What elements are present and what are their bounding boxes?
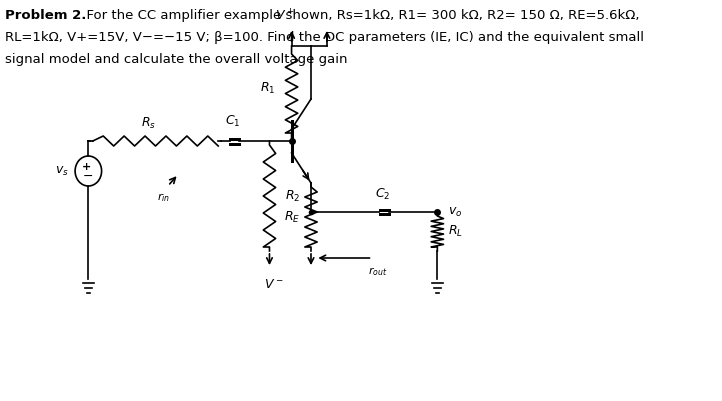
Text: −: −	[83, 170, 94, 182]
Text: $C_2$: $C_2$	[375, 187, 390, 202]
Text: $R_E$: $R_E$	[284, 209, 300, 225]
Text: $V^+$: $V^+$	[275, 9, 295, 24]
Text: $R_s$: $R_s$	[142, 116, 157, 131]
Text: For the CC amplifier example shown, Rs=1kΩ, R1= 300 kΩ, R2= 150 Ω, RE=5.6kΩ,: For the CC amplifier example shown, Rs=1…	[78, 9, 639, 22]
Text: Problem 2.: Problem 2.	[5, 9, 87, 22]
Text: signal model and calculate the overall voltage gain: signal model and calculate the overall v…	[5, 53, 348, 66]
Text: $r_{in}$: $r_{in}$	[157, 191, 170, 204]
Text: $v_o$: $v_o$	[448, 205, 462, 219]
Text: $v_s$: $v_s$	[55, 164, 69, 178]
Text: RL=1kΩ, V+=15V, V−=−15 V; β=100. Find the DC parameters (IE, IC) and the equival: RL=1kΩ, V+=15V, V−=−15 V; β=100. Find th…	[5, 31, 644, 44]
Text: $V^-$: $V^-$	[264, 278, 284, 291]
Text: +: +	[82, 162, 91, 172]
Text: $r_{out}$: $r_{out}$	[368, 265, 388, 278]
Text: $R_1$: $R_1$	[260, 81, 276, 96]
Text: $R_L$: $R_L$	[448, 224, 463, 239]
Text: $R_2$: $R_2$	[285, 188, 300, 204]
Text: $C_1$: $C_1$	[225, 114, 240, 129]
